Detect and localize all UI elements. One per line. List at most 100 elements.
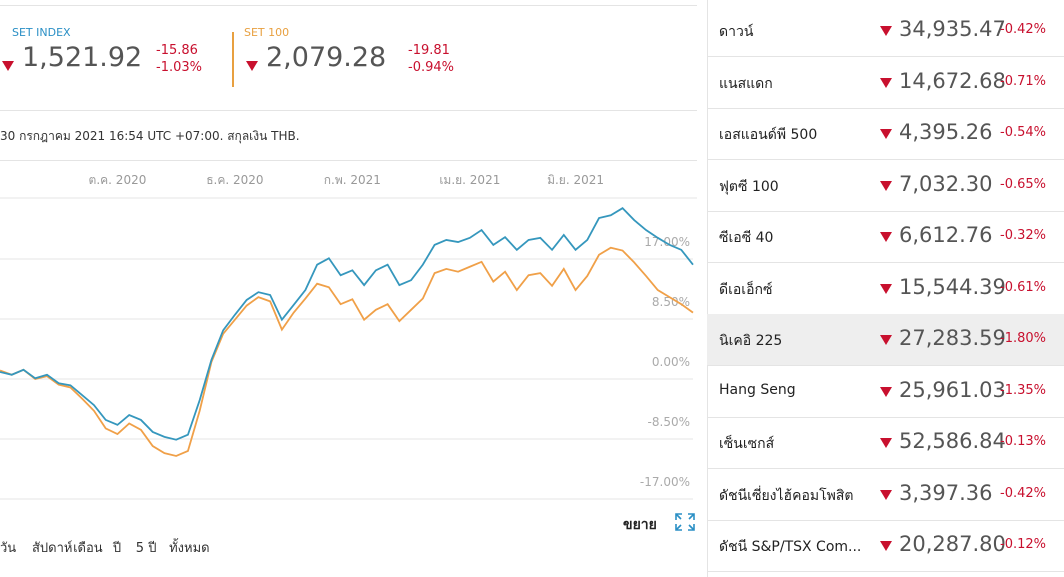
market-name: ดาวน์	[719, 24, 754, 40]
market-row[interactable]: ดีเอเอ็กซ์ 15,544.39 -0.61%	[707, 263, 1064, 315]
market-value: 7,032.30	[899, 171, 993, 196]
market-value: 3,397.36	[899, 480, 993, 505]
y-tick-label: 0.00%	[652, 355, 690, 369]
arrow-shape	[880, 386, 892, 397]
chart: 17.00% 8.50% 0.00% -8.50% -17.00% ต.ค. 2020 ธ.…	[0, 173, 697, 500]
divider	[707, 0, 708, 577]
market-name: ดัชนีเซี่ยงไฮ้คอมโพสิต	[719, 487, 854, 504]
range-button[interactable]: เดือน	[73, 541, 103, 556]
index-block: SET 100 2,079.28 -19.81 -0.94%	[232, 26, 454, 87]
divider	[0, 160, 697, 161]
down-arrow	[880, 386, 892, 397]
market-row[interactable]: ฟุตซี 100 7,032.30 -0.65%	[707, 160, 1064, 212]
arrow-shape	[880, 77, 892, 88]
down-arrow	[880, 180, 892, 191]
index-value: 2,079.28	[266, 42, 387, 73]
market-name: ดัชนี S&P/TSX Com...	[719, 539, 862, 555]
index-name: SET INDEX	[12, 26, 71, 39]
expand-icon[interactable]	[674, 512, 696, 532]
market-change: -0.42%	[1000, 485, 1046, 501]
market-name: เซ็นเซกส์	[719, 436, 775, 452]
index-change: -15.86 -1.03%	[156, 42, 202, 76]
change-abs: -19.81	[408, 43, 450, 58]
change-pct: -1.03%	[156, 60, 202, 75]
arrow-shape	[880, 541, 892, 551]
market-value: 14,672.68	[899, 68, 1006, 93]
arrow-shape	[880, 129, 892, 139]
down-arrow	[880, 489, 892, 500]
down-arrow	[246, 61, 258, 71]
market-change: -1.35%	[1000, 382, 1046, 398]
market-name: ดีเอเอ็กซ์	[719, 281, 773, 298]
market-row[interactable]: เซ็นเซกส์ 52,586.84 -0.13%	[707, 417, 1064, 469]
arrow-shape	[246, 61, 258, 71]
divider	[0, 5, 697, 6]
market-row[interactable]: ดัชนีเซี่ยงไฮ้คอมโพสิต 3,397.36 -0.42%	[707, 469, 1064, 521]
range-button[interactable]: 5 ปี	[135, 541, 157, 556]
index-change: -19.81 -0.94%	[408, 42, 454, 76]
arrow-shape	[880, 438, 892, 448]
x-tick-label: ก.พ. 2021	[324, 173, 381, 187]
change-pct: -0.94%	[408, 60, 454, 75]
market-change: -0.42%	[1000, 22, 1046, 37]
y-tick-label: -8.50%	[648, 415, 690, 429]
down-arrow	[880, 283, 892, 294]
x-tick-label: มิ.ย. 2021	[547, 173, 604, 187]
down-arrow	[880, 335, 892, 345]
series-line	[0, 207, 694, 441]
series-line	[0, 246, 694, 457]
market-row[interactable]: Hang Seng 25,961.03 -1.35%	[707, 366, 1064, 418]
range-button[interactable]: ทั้งหมด	[169, 541, 210, 556]
range-button[interactable]: ปี	[112, 541, 122, 556]
x-tick-label: เม.ย. 2021	[439, 173, 500, 187]
market-name: แนสแดก	[719, 75, 773, 92]
market-value: 6,612.76	[899, 223, 993, 247]
timestamp: 30 กรกฎาคม 2021 16:54 UTC +07:00. สกุลเง…	[0, 129, 300, 143]
market-row[interactable]: เอสแอนด์พี 500 4,395.26 -0.54%	[707, 108, 1064, 160]
market-change: -0.32%	[1000, 228, 1046, 243]
market-row[interactable]: ดัชนี S&P/TSX Com... 20,287.80 -0.12%	[707, 520, 1064, 572]
market-value: 25,961.03	[899, 377, 1006, 402]
index-marker	[232, 32, 234, 87]
y-tick-label: 8.50%	[652, 295, 690, 309]
y-tick-label: 17.00%	[644, 235, 690, 249]
market-name: ซีเอซี 40	[719, 230, 774, 246]
x-tick-label: ต.ค. 2020	[89, 173, 147, 187]
down-arrow	[880, 541, 892, 551]
arrow-shape	[2, 61, 14, 71]
market-change: -0.65%	[1000, 176, 1046, 192]
market-row[interactable]: นิเคอิ 225 27,283.59 -1.80%	[707, 314, 1064, 366]
down-arrow	[880, 77, 892, 88]
market-name: ฟุตซี 100	[719, 178, 779, 195]
market-value: 27,283.59	[899, 326, 1006, 350]
index-block: SET INDEX 1,521.92 -15.86 -1.03%	[2, 26, 202, 75]
down-arrow	[880, 438, 892, 448]
down-arrow	[880, 232, 892, 242]
market-change: -0.54%	[1000, 125, 1046, 140]
divider	[0, 110, 697, 111]
market-value: 20,287.80	[899, 532, 1006, 556]
market-row[interactable]: ดาวน์ 34,935.47 -0.42%	[707, 5, 1064, 57]
market-change: -1.80%	[1000, 331, 1046, 346]
market-change: -0.71%	[1000, 73, 1046, 89]
market-value: 15,544.39	[899, 274, 1006, 299]
down-arrow	[2, 61, 14, 71]
index-name: SET 100	[244, 26, 290, 39]
arrow-shape	[880, 489, 892, 500]
market-change: -0.61%	[1000, 279, 1046, 295]
market-name: เอสแอนด์พี 500	[719, 127, 818, 143]
market-value: 4,395.26	[899, 120, 993, 144]
market-row[interactable]: ซีเอซี 40 6,612.76 -0.32%	[707, 211, 1064, 263]
market-name: นิเคอิ 225	[719, 333, 783, 349]
index-value: 1,521.92	[22, 42, 143, 73]
arrow-shape	[880, 26, 892, 36]
change-abs: -15.86	[156, 43, 198, 58]
range-button[interactable]: วัน	[0, 541, 17, 556]
down-arrow	[880, 129, 892, 139]
expand-button[interactable]: ขยาย	[623, 517, 657, 533]
market-change: -0.13%	[1000, 434, 1046, 449]
arrow-shape	[880, 232, 892, 242]
market-row[interactable]: แนสแดก 14,672.68 -0.71%	[707, 57, 1064, 109]
range-button[interactable]: สัปดาห์	[32, 541, 73, 556]
